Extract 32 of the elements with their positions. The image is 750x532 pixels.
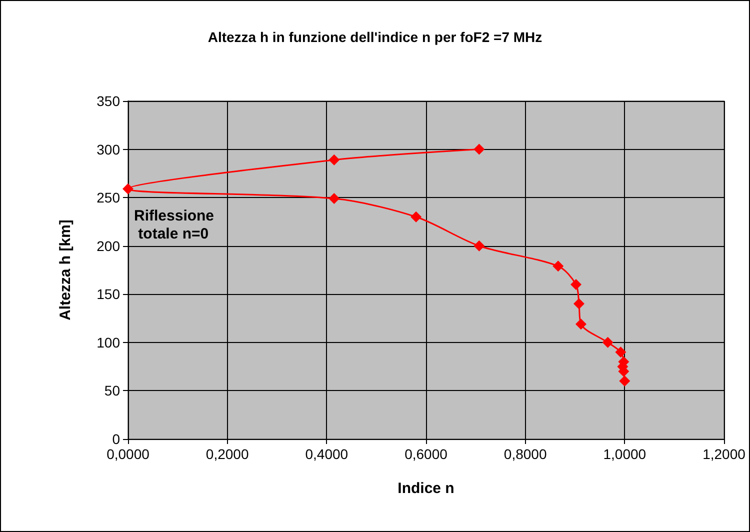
y-axis-title: Altezza h [km]: [57, 220, 74, 320]
point: [474, 240, 485, 252]
point: [573, 298, 584, 310]
x-tick-label: 0,8000: [504, 446, 547, 462]
y-tick-label: 100: [96, 334, 120, 350]
y-tick-label: 50: [104, 382, 120, 399]
x-tick-label: 1,0000: [603, 446, 646, 462]
point: [328, 193, 340, 204]
y-tick-label: 150: [96, 286, 120, 302]
point: [122, 183, 134, 194]
chart-title: Altezza h in funzione dell'indice n per foF2 =7 MHz: [208, 29, 542, 45]
x-tick-label: 1,2000: [702, 446, 746, 462]
point: [570, 278, 582, 290]
x-tick-label: 0,2000: [206, 446, 249, 462]
y-tick-label: 250: [96, 190, 120, 206]
x-tick-label: 0,0000: [106, 446, 150, 462]
point: [619, 376, 630, 387]
y-tick-label: 300: [96, 141, 120, 158]
y-tick-label: 350: [96, 93, 120, 109]
x-tick-label: 0,6000: [404, 446, 448, 462]
y-tick-label: 200: [96, 238, 120, 254]
point: [328, 154, 340, 166]
point: [552, 260, 564, 272]
annotation: Riflessione totale n=0: [134, 208, 214, 242]
point: [474, 144, 485, 155]
x-tick-label: 0,4000: [305, 446, 348, 462]
point: [602, 336, 614, 348]
y-tick-label: 0: [112, 431, 120, 447]
point: [615, 346, 626, 358]
point: [410, 211, 422, 222]
point: [575, 318, 586, 330]
x-axis-title: Indice n: [398, 480, 454, 497]
